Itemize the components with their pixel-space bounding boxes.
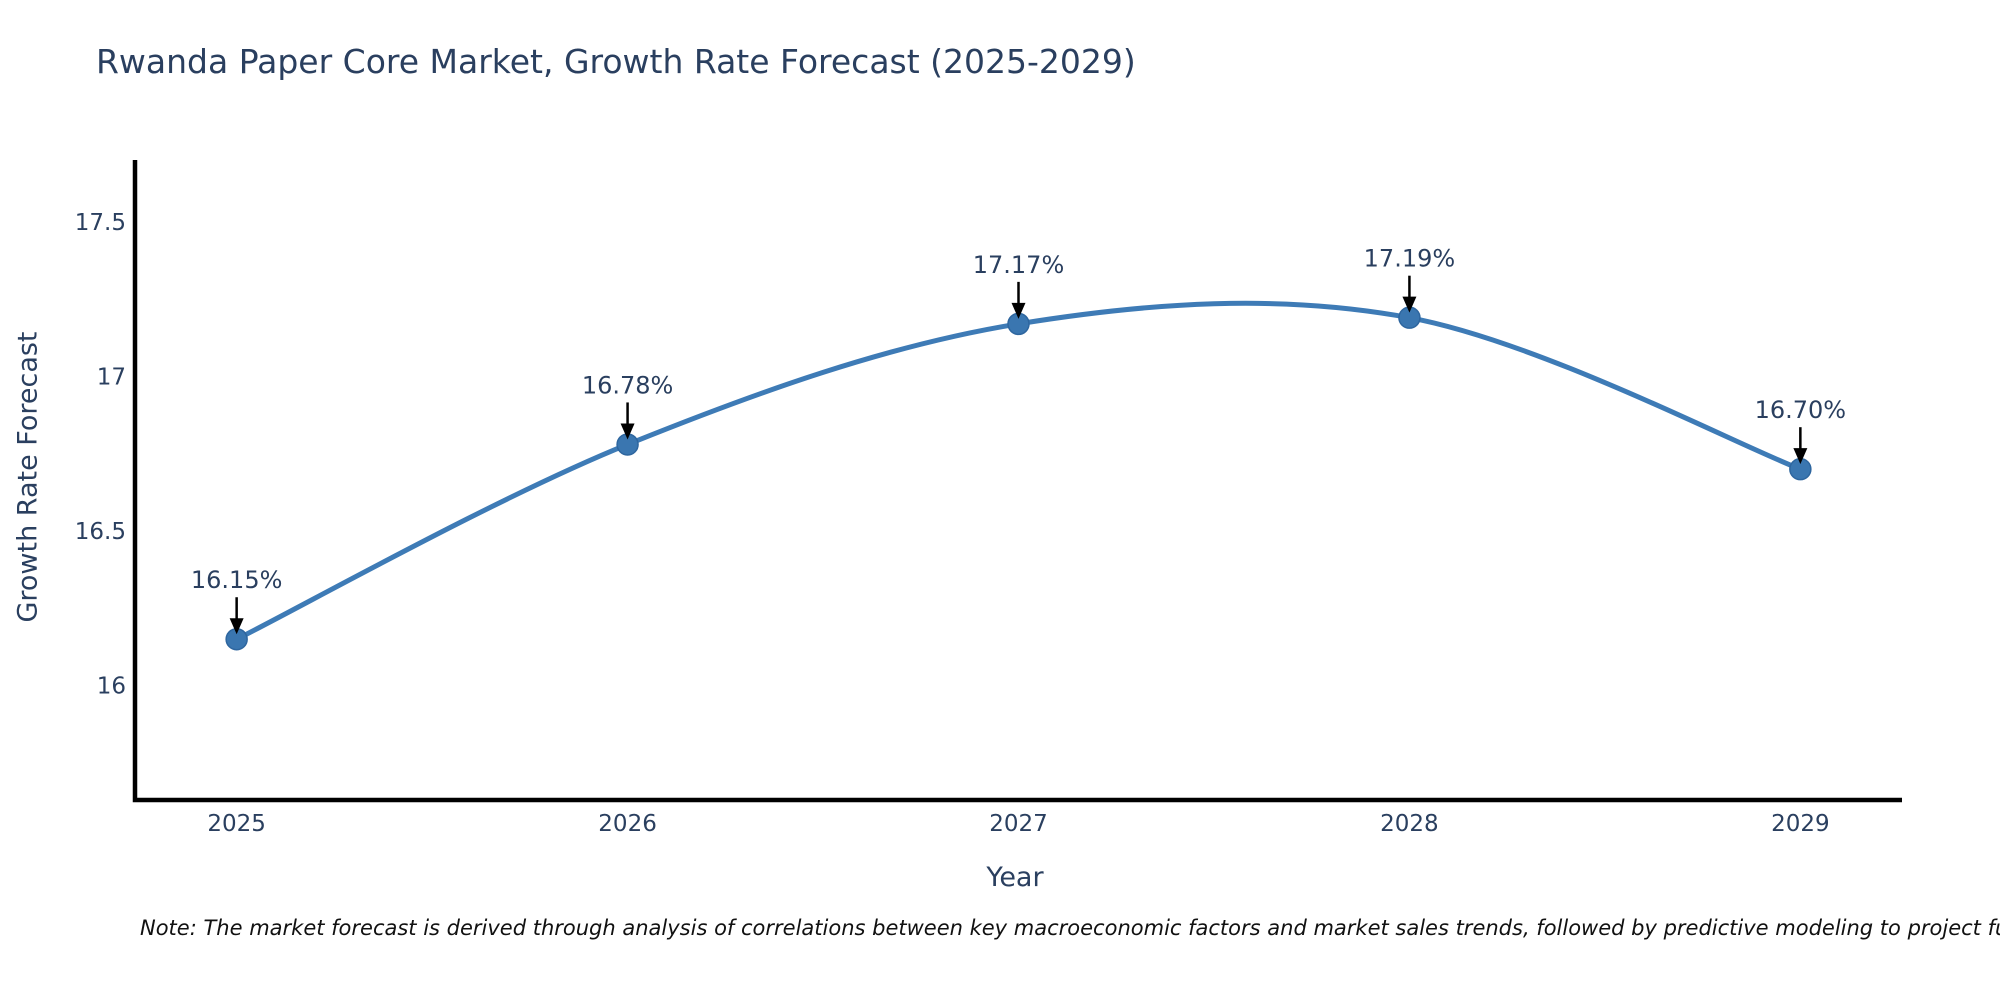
- x-axis-title: Year: [986, 862, 1044, 893]
- annotation-label: 17.19%: [1364, 245, 1456, 273]
- x-tick-label: 2026: [598, 811, 657, 837]
- x-tick-label: 2025: [207, 811, 266, 837]
- x-tick-label: 2027: [989, 811, 1048, 837]
- annotation-label: 16.15%: [191, 566, 283, 594]
- series-line: [234, 300, 1803, 642]
- annotation-arrow-head: [1793, 448, 1808, 465]
- axis-spines: [132, 160, 1902, 803]
- annotation-arrow-head: [1402, 296, 1417, 313]
- annotation-arrow-head: [620, 423, 635, 440]
- footnote: Note: The market forecast is derived thr…: [140, 916, 2000, 940]
- annotation-label: 17.17%: [973, 251, 1065, 279]
- chart-title: Rwanda Paper Core Market, Growth Rate Fo…: [96, 42, 1136, 81]
- y-tick-label: 16.5: [75, 519, 126, 545]
- annotation-arrow-head: [229, 618, 244, 635]
- y-tick-label: 17.5: [75, 210, 126, 236]
- x-tick-label: 2029: [1771, 811, 1830, 837]
- annotation-arrow-head: [1011, 302, 1026, 319]
- annotation-label: 16.78%: [582, 371, 674, 399]
- x-tick-label: 2028: [1380, 811, 1439, 837]
- y-tick-label: 16: [97, 674, 126, 700]
- annotation-label: 16.70%: [1755, 396, 1847, 424]
- y-tick-label: 17: [97, 364, 126, 390]
